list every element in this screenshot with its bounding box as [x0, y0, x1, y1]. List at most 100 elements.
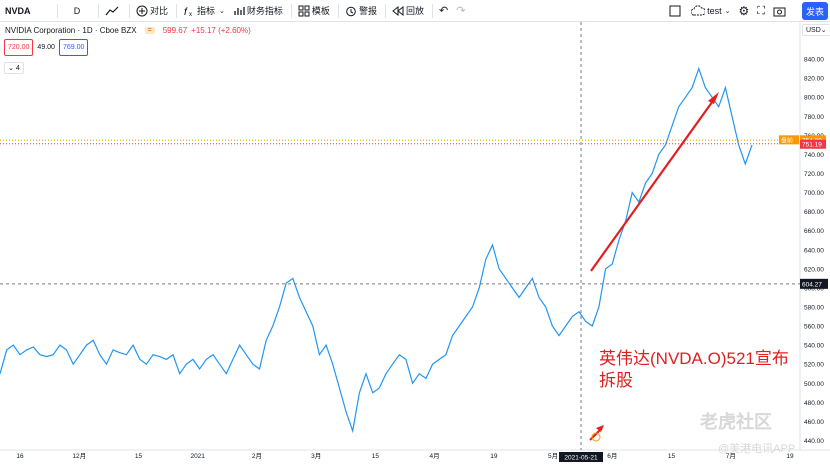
buy-button[interactable]: 769.00 — [58, 39, 89, 56]
y-tick-label: 700.00 — [804, 190, 824, 197]
y-tick-label: 740.00 — [804, 152, 824, 159]
indicators-label: 指标 — [197, 6, 216, 16]
collapse-legend-button[interactable]: ⌄ 4 — [4, 62, 24, 74]
symbol-search[interactable]: NVDA — [5, 5, 31, 16]
crosshair-price-tag: 604.27 — [802, 281, 822, 288]
financials-button[interactable]: 财务指标 — [233, 4, 283, 17]
crosshair-price-tag-bg — [800, 278, 828, 289]
x-tick-label: 2月 — [252, 452, 262, 460]
settings-button[interactable]: ⚙ — [739, 4, 750, 18]
publish-button[interactable]: 发表 — [802, 2, 828, 20]
undo-button[interactable]: ↶ — [439, 4, 448, 17]
y-tick-label: 480.00 — [804, 400, 824, 407]
bar-chart-icon — [234, 6, 245, 15]
redo-button[interactable]: ↷ — [456, 4, 465, 17]
crosshair-date-tag-bg — [559, 452, 603, 462]
y-tick-label: 820.00 — [804, 76, 824, 83]
divider — [384, 3, 386, 18]
interval-button[interactable]: D — [73, 5, 81, 16]
grid-icon — [298, 5, 310, 16]
x-tick-label: 6月 — [607, 452, 617, 460]
plus-circle-icon — [136, 5, 148, 16]
alert-button[interactable]: 警报 — [345, 4, 377, 17]
snapshot-button[interactable] — [773, 5, 788, 17]
y-tick-label: 500.00 — [804, 381, 824, 388]
replay-label: 回放 — [405, 6, 424, 16]
divider — [176, 3, 178, 18]
chart-type-button[interactable] — [105, 5, 121, 17]
currency-label: USD — [806, 27, 821, 34]
y-tick-label: 520.00 — [804, 362, 824, 369]
y-tick-label: 580.00 — [804, 304, 824, 311]
compare-label: 对比 — [150, 6, 169, 16]
templates-label: 模板 — [311, 6, 330, 16]
last-price: 599.67 — [162, 26, 188, 35]
alarm-clock-icon — [346, 6, 356, 16]
indicator-count: 4 — [15, 65, 20, 72]
templates-button[interactable]: 模板 — [298, 4, 330, 17]
redo-icon: ↷ — [456, 5, 466, 17]
replay-button[interactable]: 回放 — [392, 4, 424, 17]
x-tick-label: 3月 — [311, 452, 321, 460]
line-chart-icon — [105, 6, 119, 15]
premarket-tag-label: 盘前 — [781, 136, 793, 144]
y-tick-label: 640.00 — [804, 247, 824, 254]
cloud-icon — [691, 5, 706, 16]
x-tick-label: 5月 — [548, 452, 558, 460]
layout-name-button[interactable]: test ⌄ — [691, 5, 731, 17]
date-arrow — [589, 427, 603, 441]
fullscreen-button[interactable]: ⛶ — [757, 5, 765, 18]
layout-toggle-button[interactable] — [669, 5, 683, 17]
svg-text:f: f — [184, 7, 188, 17]
y-tick-label: 840.00 — [804, 57, 824, 64]
x-tick-label: 19 — [490, 453, 498, 460]
toolbar-right: test ⌄ ⚙ ⛶ 发表 — [669, 0, 830, 22]
x-tick-label: 4月 — [430, 452, 440, 460]
crosshair-date-tag: 2021-05-21 — [564, 455, 598, 462]
rewind-icon — [392, 5, 404, 16]
chevron-down-icon: ⌄ — [8, 65, 14, 72]
chevron-down-icon: ⌄ — [724, 8, 731, 15]
compare-button[interactable]: 对比 — [136, 4, 168, 17]
chevron-down-icon: ⌄ — [820, 27, 827, 34]
y-tick-label: 720.00 — [804, 171, 824, 178]
series-legend: NVIDIA Corporation · 1D · Cboe BZX = 599… — [5, 26, 251, 35]
financials-label: 财务指标 — [246, 6, 283, 16]
last-price-tag: 751.19 — [802, 142, 822, 149]
y-tick-label: 540.00 — [804, 343, 824, 350]
chevron-down-icon: ⌄ — [219, 7, 225, 15]
y-tick-label: 660.00 — [804, 228, 824, 235]
premarket-tag-label-bg — [779, 135, 799, 145]
square-icon — [669, 5, 681, 17]
y-tick-label: 560.00 — [804, 324, 824, 331]
spread-value: 49.00 — [37, 44, 55, 51]
x-tick-label: 2021 — [190, 453, 205, 460]
series-title: NVIDIA Corporation · 1D · Cboe BZX — [5, 26, 137, 35]
y-tick-label: 760.00 — [804, 133, 824, 140]
divider — [431, 3, 433, 18]
y-tick-label: 800.00 — [804, 95, 824, 102]
undo-icon: ↶ — [438, 5, 449, 17]
watermark-sub: @美港电讯APP — [718, 443, 796, 455]
annotation-line: 英伟达(NVDA.O)521宣布 — [599, 349, 789, 368]
gear-icon: ⚙ — [738, 4, 750, 18]
y-tick-label: 600.00 — [804, 285, 824, 292]
svg-text:x: x — [189, 12, 192, 17]
divider — [337, 3, 339, 18]
divider — [129, 3, 130, 18]
annotation-arrow — [590, 97, 716, 272]
annotation-line: 拆股 — [599, 371, 633, 390]
x-tick-label: 15 — [135, 453, 143, 460]
sell-button[interactable]: 720.00 — [4, 39, 34, 56]
x-tick-label: 16 — [16, 453, 24, 460]
x-tick-label: 15 — [668, 453, 676, 460]
currency-select[interactable]: USD⌄ — [802, 24, 830, 36]
status-badge[interactable]: = — [144, 27, 155, 34]
annotation-text: 英伟达(NVDA.O)521宣布 拆股 — [599, 348, 804, 392]
y-tick-label: 780.00 — [804, 114, 824, 121]
